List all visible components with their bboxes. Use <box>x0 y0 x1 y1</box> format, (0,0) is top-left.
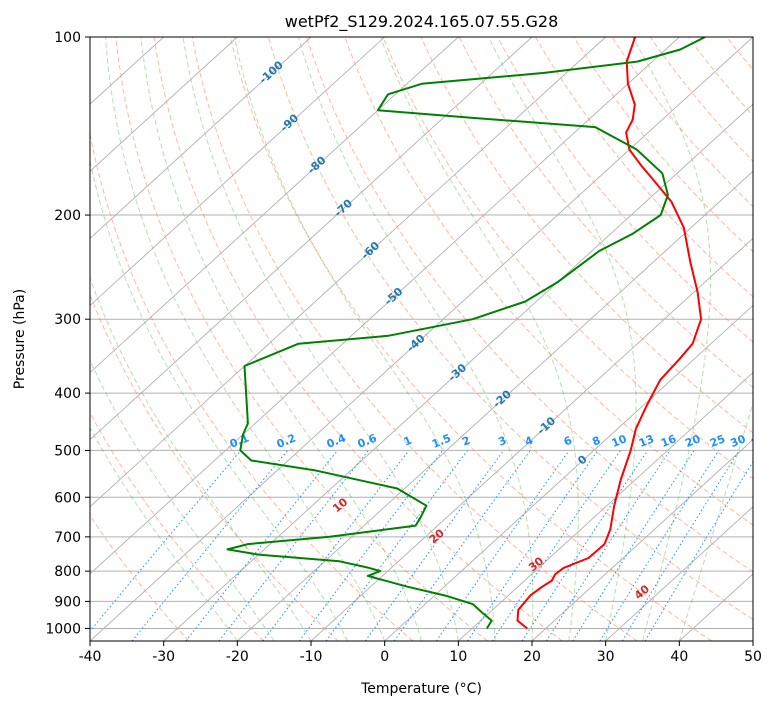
isotherm-line <box>90 37 238 172</box>
dry-adiabat-line <box>496 37 753 343</box>
y-axis-ticks: 100 200 300 400 500 600 700 800 900 1000 <box>45 30 90 637</box>
mixing-ratio-label: 10 <box>610 432 629 450</box>
plot-area: -100-90-80-70-60-50-40-30-20-1000.1 0.2 0.… <box>90 37 768 641</box>
y-tick-label: 100 <box>54 30 81 46</box>
y-tick-label: 900 <box>54 594 81 610</box>
x-tick-label: -20 <box>226 649 249 665</box>
dry-adiabat-line <box>306 37 753 573</box>
moist-adiabat-line <box>380 37 579 641</box>
isotherm-line <box>90 37 385 307</box>
moist-adiabat-line <box>90 426 238 641</box>
y-tick-label: 1000 <box>45 621 81 637</box>
mixing-ratio-line <box>467 450 599 641</box>
dry-adiabat-line <box>229 37 712 641</box>
dry-adiabat-line <box>535 37 753 298</box>
sounding-series <box>226 37 706 630</box>
chart-title: wetPf2_S129.2024.165.07.55.G28 <box>285 12 559 32</box>
mixing-ratio-line <box>131 450 288 641</box>
isotherm-line <box>90 37 533 441</box>
dry-adiabat-line <box>268 37 753 621</box>
mixing-ratio-line <box>325 450 468 641</box>
moist-adiabat-line <box>297 37 534 641</box>
isotherm-line <box>90 37 312 239</box>
mixing-ratio-line <box>393 450 531 641</box>
mixing-ratio-label: 3 <box>496 434 508 449</box>
dewpoint-profile-line <box>226 37 706 630</box>
moist-adiabat-line <box>140 37 422 641</box>
moist-adiabat-line <box>182 37 459 641</box>
mixing-ratio-line <box>491 450 621 641</box>
x-tick-label: 30 <box>597 649 615 665</box>
y-tick-label: 500 <box>54 443 81 459</box>
temperature-profile-line <box>516 37 703 630</box>
moist-adiabat-line <box>488 37 637 641</box>
isotherm-line <box>90 37 606 508</box>
isotherm-line <box>384 304 753 641</box>
isotherm-line <box>310 237 753 641</box>
mixing-ratio-line <box>599 450 720 641</box>
mixing-ratio-label: 8 <box>590 434 602 449</box>
mixing-ratio-line <box>621 450 740 641</box>
x-tick-label: -40 <box>79 649 102 665</box>
pressure-gridlines <box>90 37 753 629</box>
moist-adiabat-line <box>233 37 496 641</box>
x-axis-label: Temperature (°C) <box>360 681 482 697</box>
x-tick-label: 20 <box>523 649 541 665</box>
mixing-ratio-lines <box>90 450 753 641</box>
isotherm-line <box>237 170 753 641</box>
moist-adiabat-line <box>678 401 753 641</box>
y-tick-label: 600 <box>54 490 81 506</box>
mixing-ratio-line <box>545 450 671 641</box>
mixing-ratio-line <box>90 450 242 632</box>
isotherms <box>90 37 753 641</box>
plot-frame <box>89 36 754 642</box>
moist-adiabats <box>90 37 753 641</box>
y-tick-label: 200 <box>54 208 81 224</box>
isotherm-line <box>163 103 753 641</box>
mixing-ratio-line <box>521 450 649 641</box>
y-tick-label: 300 <box>54 312 81 328</box>
mixing-ratio-line <box>262 450 410 641</box>
y-tick-label: 700 <box>54 530 81 546</box>
isotherm-line <box>90 37 459 374</box>
mixing-ratio-line <box>185 450 338 641</box>
isotherm-line <box>458 371 753 641</box>
x-tick-label: 50 <box>744 649 762 665</box>
mixing-ratio-line <box>436 450 570 641</box>
y-tick-label: 800 <box>54 564 81 580</box>
moist-adiabat-line <box>632 37 711 641</box>
mixing-ratio-label: 16 <box>659 432 678 450</box>
x-tick-label: -10 <box>300 649 323 665</box>
mixing-ratio-label: 2 <box>460 434 472 449</box>
moist-adiabat-line <box>90 359 275 641</box>
mixing-ratio-label: 36 <box>749 432 768 450</box>
y-tick-label: 400 <box>54 386 81 402</box>
y-axis-label: Pressure (hPa) <box>12 289 28 389</box>
dry-adiabat-line <box>90 411 264 641</box>
mixing-ratio-label: 30 <box>728 432 747 450</box>
dry-adiabat-line <box>191 37 638 641</box>
isotherm-line <box>531 439 753 641</box>
moist-adiabat-line <box>90 158 349 641</box>
x-axis-ticks: -40 -30 -20 -10 0 10 20 30 40 50 <box>79 641 762 665</box>
mixing-ratio-label: 1 <box>402 434 414 449</box>
x-tick-label: 0 <box>380 649 389 665</box>
x-tick-label: 10 <box>449 649 467 665</box>
mixing-ratio-label: 25 <box>708 432 727 450</box>
mixing-ratio-line <box>364 450 505 641</box>
mixing-ratio-line <box>298 450 444 641</box>
isotherm-line <box>605 506 753 641</box>
dry-adiabat-line <box>115 37 488 641</box>
x-tick-label: 40 <box>670 649 688 665</box>
dry-adiabat-line <box>420 37 753 434</box>
mixing-ratio-label: 13 <box>637 432 656 450</box>
x-tick-label: -30 <box>152 649 175 665</box>
isotherm-line <box>90 37 753 641</box>
mixing-ratio-label: 20 <box>683 432 702 450</box>
